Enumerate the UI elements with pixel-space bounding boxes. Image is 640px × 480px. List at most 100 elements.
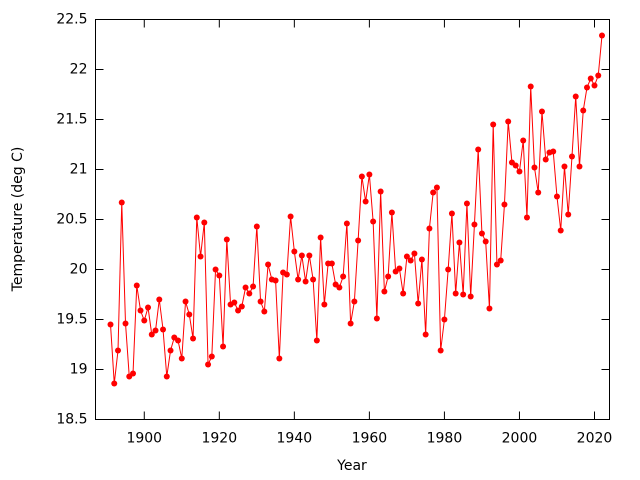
data-point [572, 93, 579, 100]
y-tick-label: 22 [70, 62, 88, 78]
data-line [110, 35, 603, 384]
data-point [538, 108, 545, 115]
data-point [298, 252, 305, 259]
data-point [190, 335, 197, 342]
data-point [175, 337, 182, 344]
data-point [160, 326, 167, 333]
data-point [407, 257, 414, 264]
data-point [321, 301, 328, 308]
data-point [220, 343, 227, 350]
data-point [193, 214, 200, 221]
data-point [257, 298, 264, 305]
data-point [557, 227, 564, 234]
data-point [486, 305, 493, 312]
data-point [306, 252, 313, 259]
data-point [235, 307, 242, 314]
data-point [441, 316, 448, 323]
data-point [212, 266, 219, 273]
data-point [201, 219, 208, 226]
data-point [583, 84, 590, 91]
data-point [295, 276, 302, 283]
data-point [580, 107, 587, 114]
data-point [456, 239, 463, 246]
data-point [328, 260, 335, 267]
data-point [302, 278, 309, 285]
data-point [265, 261, 272, 268]
data-point [467, 293, 474, 300]
data-point [422, 331, 429, 338]
data-point [287, 213, 294, 220]
data-point [437, 347, 444, 354]
data-point [310, 276, 317, 283]
data-point [253, 223, 260, 230]
data-point [152, 327, 159, 334]
data-point [471, 221, 478, 228]
x-tick-label: 2000 [502, 431, 538, 447]
data-point [463, 200, 470, 207]
data-point [250, 283, 257, 290]
data-point [523, 214, 530, 221]
data-point [291, 248, 298, 255]
data-point [505, 118, 512, 125]
data-point [531, 164, 538, 171]
data-point [542, 156, 549, 163]
data-point [141, 317, 148, 324]
data-point [133, 282, 140, 289]
data-point [231, 299, 238, 306]
data-point [493, 261, 500, 268]
data-point [107, 321, 114, 328]
data-point [182, 298, 189, 305]
data-point [595, 72, 602, 79]
data-point [156, 296, 163, 303]
data-point [411, 250, 418, 257]
data-point [475, 146, 482, 153]
data-point [388, 209, 395, 216]
data-point [418, 256, 425, 263]
y-axis-label: Temperature (deg C) [10, 147, 26, 293]
data-point [535, 189, 542, 196]
data-point [561, 163, 568, 170]
data-point [448, 210, 455, 217]
data-point [137, 307, 144, 314]
data-point [377, 188, 384, 195]
data-point [370, 218, 377, 225]
y-tick-label: 18.5 [56, 412, 87, 428]
x-tick-label: 1960 [352, 431, 388, 447]
data-point [145, 304, 152, 311]
data-point [553, 193, 560, 200]
data-point [445, 266, 452, 273]
data-point [396, 265, 403, 272]
y-tick-label: 20.5 [56, 212, 87, 228]
data-point [317, 234, 324, 241]
data-point [565, 211, 572, 218]
data-point [512, 162, 519, 169]
x-tick-label: 1940 [277, 431, 313, 447]
data-point [313, 337, 320, 344]
data-point [426, 225, 433, 232]
data-point [478, 230, 485, 237]
data-point [246, 290, 253, 297]
data-point [167, 347, 174, 354]
x-tick-label: 1920 [201, 431, 237, 447]
data-point [148, 331, 155, 338]
data-point [283, 271, 290, 278]
data-point [208, 353, 215, 360]
data-point [497, 257, 504, 264]
data-point [568, 153, 575, 160]
data-point [343, 220, 350, 227]
plot-frame [95, 19, 610, 420]
data-point [587, 75, 594, 82]
data-point [115, 347, 122, 354]
y-tick-label: 19 [70, 362, 88, 378]
data-point [415, 300, 422, 307]
data-point [501, 201, 508, 208]
data-point [276, 355, 283, 362]
data-point [238, 303, 245, 310]
data-point [576, 163, 583, 170]
data-point [351, 298, 358, 305]
data-point [385, 273, 392, 280]
data-point [452, 290, 459, 297]
data-point [340, 273, 347, 280]
data-point [400, 290, 407, 297]
